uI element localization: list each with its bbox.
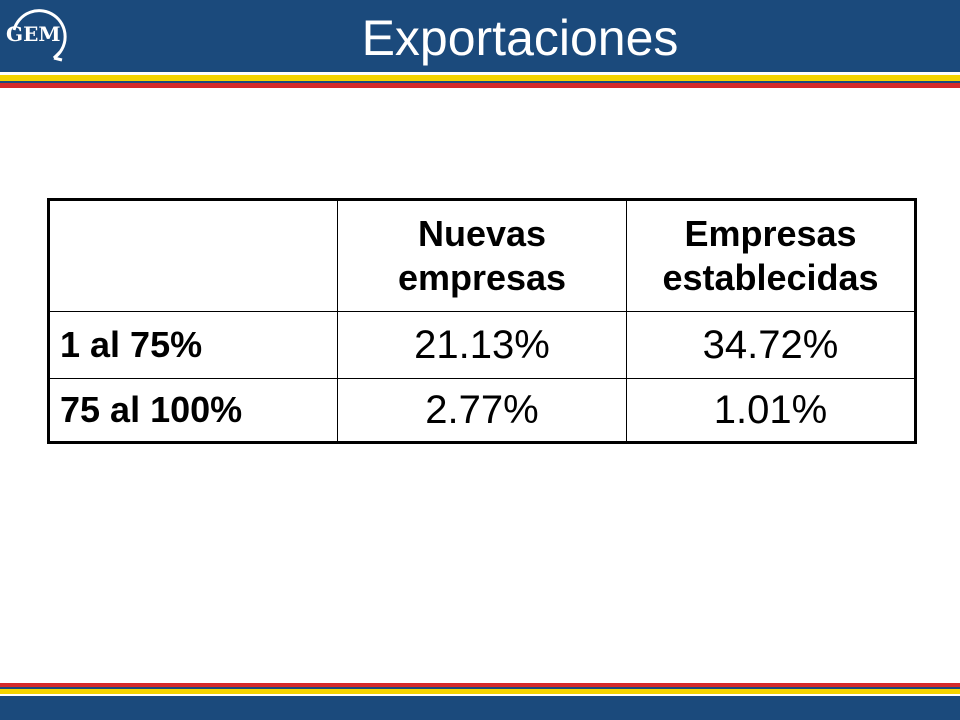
gem-logo: GEM <box>6 9 67 62</box>
row-label: 75 al 100% <box>48 378 338 443</box>
table-row: 1 al 75% 21.13% 34.72% <box>48 311 916 379</box>
logo-text: GEM <box>6 22 60 46</box>
header-stripe-white <box>0 72 960 75</box>
exports-table: Nuevas empresas Empresas establecidas 1 … <box>47 198 917 444</box>
table-cell: 1.01% <box>626 378 916 443</box>
footer-stripe-yellow <box>0 689 960 694</box>
header-bar: GEM Exportaciones <box>0 0 960 72</box>
footer-bar <box>0 696 960 720</box>
row-label: 1 al 75% <box>48 311 338 379</box>
header-stripe-yellow <box>0 75 960 81</box>
table-row: 75 al 100% 2.77% 1.01% <box>48 378 916 443</box>
table-cell: 2.77% <box>337 378 627 443</box>
table-cell: 34.72% <box>626 311 916 379</box>
header-cell-empty <box>48 199 338 312</box>
table-header-row: Nuevas empresas Empresas establecidas <box>48 199 916 312</box>
table-cell: 21.13% <box>337 311 627 379</box>
header-cell-nuevas-empresas: Nuevas empresas <box>337 199 627 312</box>
footer-stripe-white <box>0 694 960 696</box>
header-cell-empresas-establecidas: Empresas establecidas <box>626 199 916 312</box>
footer-stripe-red <box>0 683 960 687</box>
header-stripe-red <box>0 83 960 88</box>
header-stripe-blue <box>0 81 960 83</box>
footer-stripe-blue-thin <box>0 687 960 689</box>
slide-title: Exportaciones <box>361 10 679 66</box>
